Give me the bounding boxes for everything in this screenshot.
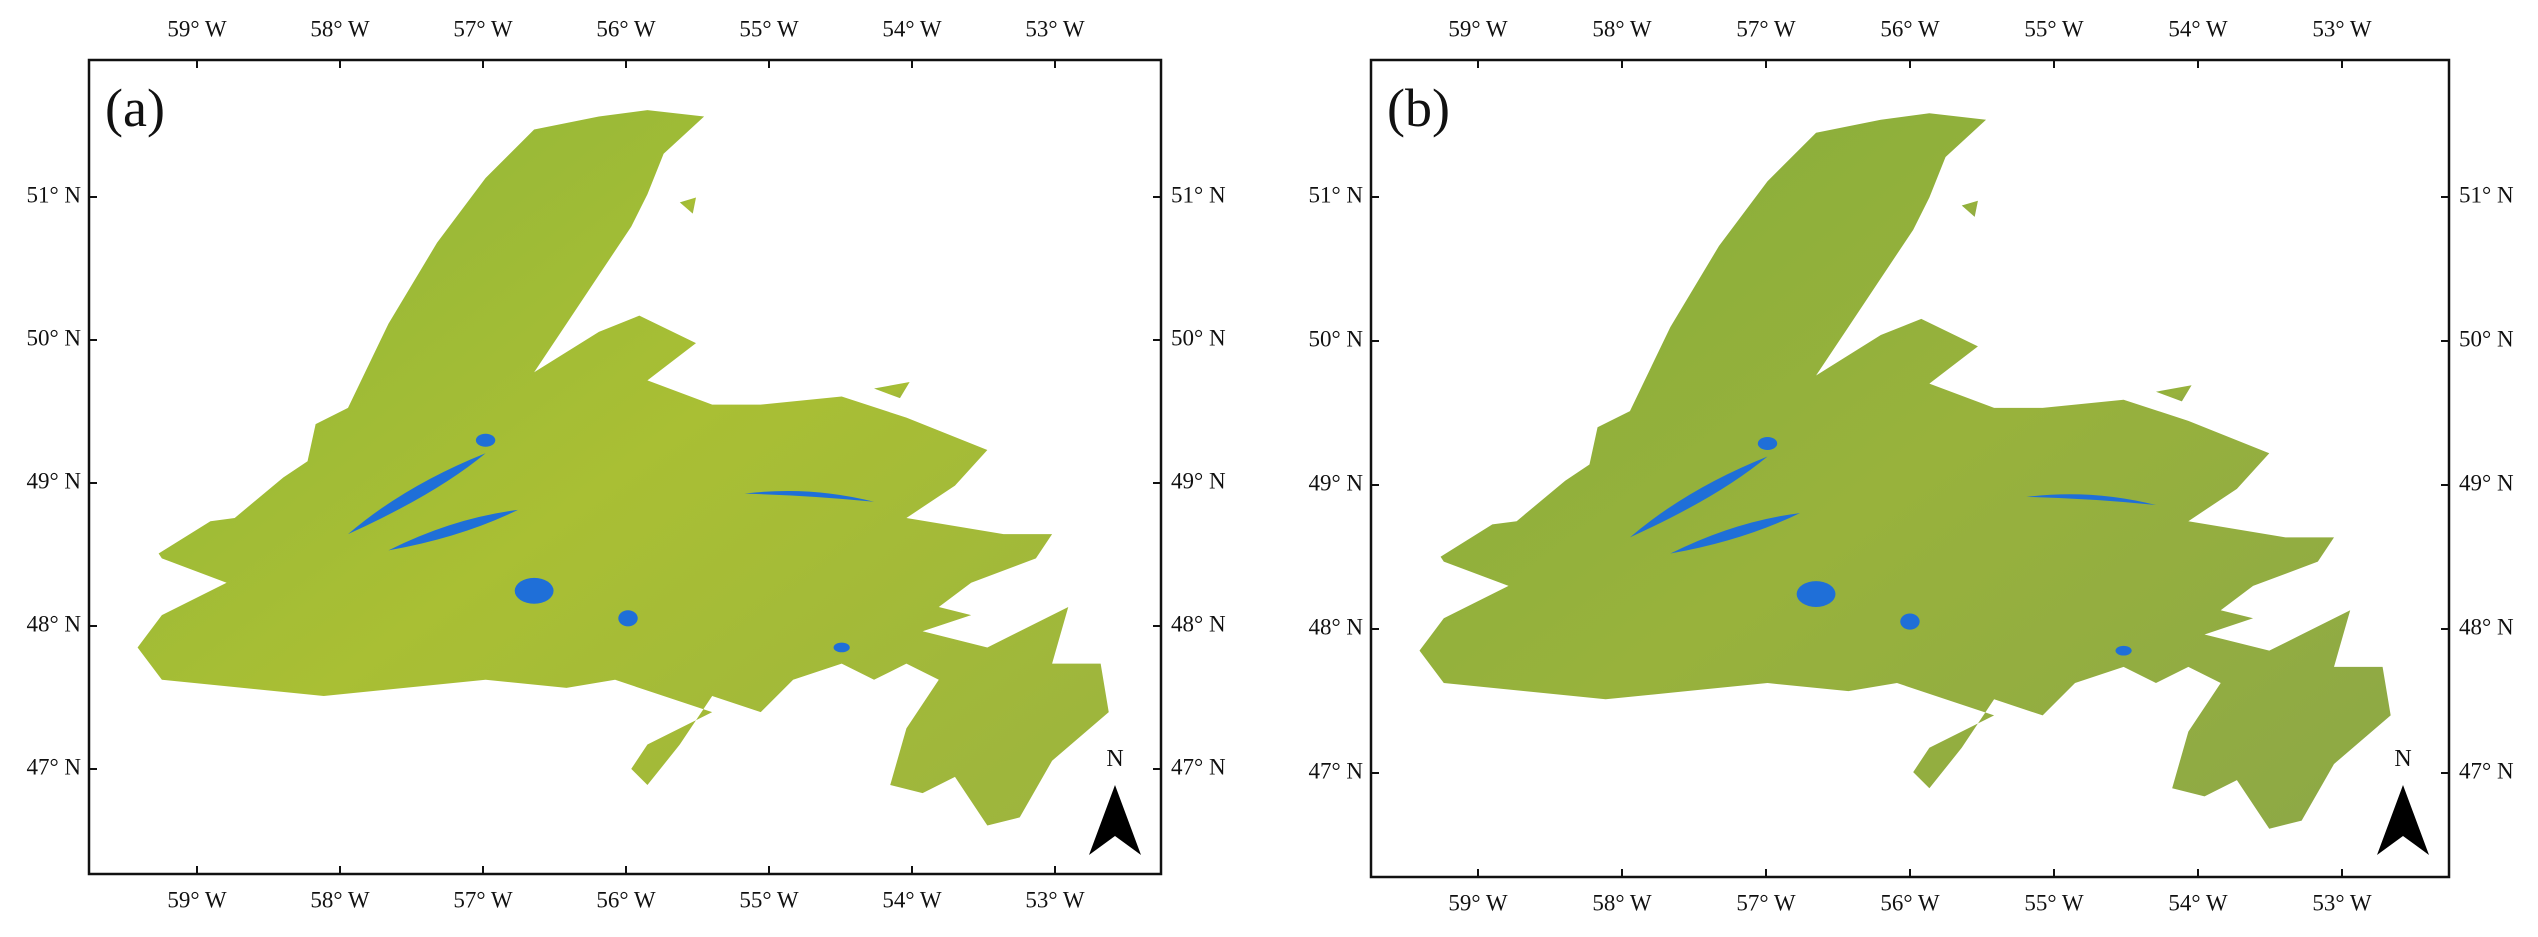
north-label: N: [2394, 746, 2411, 772]
latitude-label: 50° N: [26, 325, 81, 350]
latitude-label: 51° N: [26, 182, 81, 207]
latitude-label: 50° N: [1171, 325, 1226, 350]
longitude-label: 59° W: [1448, 16, 1508, 41]
longitude-label: 59° W: [1448, 890, 1508, 915]
longitude-label: 59° W: [167, 887, 227, 912]
north-arrow: [1089, 785, 1141, 855]
longitude-label: 54° W: [2168, 16, 2228, 41]
latitude-label: 51° N: [2459, 182, 2514, 207]
panel-label: (a): [105, 78, 165, 138]
latitude-label: 47° N: [2459, 758, 2514, 783]
longitude-label: 53° W: [1025, 16, 1085, 41]
latitude-label: 51° N: [1308, 182, 1363, 207]
latitude-label: 49° N: [26, 468, 81, 493]
longitude-label: 54° W: [882, 887, 942, 912]
north-arrow: [2377, 785, 2429, 855]
latitude-label: 48° N: [26, 611, 81, 636]
latitude-label: 50° N: [1308, 326, 1363, 351]
longitude-label: 58° W: [310, 16, 370, 41]
longitude-label: 55° W: [739, 16, 799, 41]
longitude-label: 54° W: [2168, 890, 2228, 915]
land-mass: [1419, 113, 2391, 829]
longitude-label: 56° W: [1880, 890, 1940, 915]
latitude-label: 48° N: [1308, 614, 1363, 639]
longitude-label: 55° W: [739, 887, 799, 912]
latitude-label: 48° N: [1171, 611, 1226, 636]
longitude-label: 55° W: [2024, 890, 2084, 915]
latitude-label: 47° N: [1171, 754, 1226, 779]
longitude-label: 56° W: [596, 16, 656, 41]
latitude-label: 47° N: [26, 754, 81, 779]
latitude-label: 49° N: [1171, 468, 1226, 493]
longitude-label: 57° W: [453, 16, 513, 41]
latitude-label: 47° N: [1308, 758, 1363, 783]
longitude-label: 56° W: [1880, 16, 1940, 41]
latitude-label: 49° N: [1308, 470, 1363, 495]
latitude-label: 49° N: [2459, 470, 2514, 495]
longitude-label: 56° W: [596, 887, 656, 912]
latitude-label: 50° N: [2459, 326, 2514, 351]
latitude-label: 51° N: [1171, 182, 1226, 207]
land-map: [137, 110, 1109, 826]
longitude-label: 57° W: [1736, 16, 1796, 41]
land-mass: [137, 110, 1109, 826]
longitude-label: 58° W: [310, 887, 370, 912]
longitude-label: 53° W: [2312, 890, 2372, 915]
north-label: N: [1106, 746, 1123, 772]
panel-label: (b): [1387, 78, 1450, 138]
longitude-label: 54° W: [882, 16, 942, 41]
latitude-label: 48° N: [2459, 614, 2514, 639]
longitude-label: 59° W: [167, 16, 227, 41]
longitude-label: 57° W: [453, 887, 513, 912]
land-map: [1419, 113, 2391, 829]
longitude-label: 58° W: [1592, 890, 1652, 915]
longitude-label: 57° W: [1736, 890, 1796, 915]
longitude-label: 58° W: [1592, 16, 1652, 41]
longitude-label: 53° W: [1025, 887, 1085, 912]
longitude-label: 55° W: [2024, 16, 2084, 41]
longitude-label: 53° W: [2312, 16, 2372, 41]
